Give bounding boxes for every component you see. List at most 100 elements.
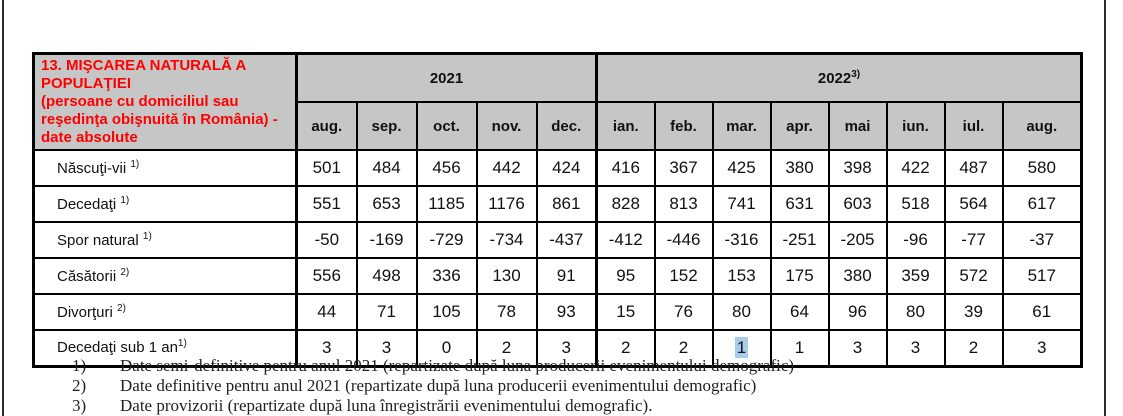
table-cell: 367 bbox=[653, 149, 714, 187]
footnote-text: Date semi-definitive pentru anul 2021 (r… bbox=[120, 356, 795, 375]
table-cell: -729 bbox=[415, 221, 478, 259]
month-header-row: aug. sep. oct. nov. dec. ian. feb. mar. apr. mai i… bbox=[34, 101, 1083, 151]
table-cell: 2 bbox=[475, 329, 538, 367]
month-header: nov. bbox=[475, 101, 538, 151]
table-cell: -251 bbox=[769, 221, 830, 259]
table-cell: -437 bbox=[535, 221, 598, 259]
month-header: iun. bbox=[885, 101, 946, 151]
row-label: Născuţi-vii 1) bbox=[32, 149, 298, 187]
table-cell: 1185 bbox=[415, 185, 478, 223]
table-cell: 603 bbox=[827, 185, 888, 223]
table-row: Divorţuri 2) 44 71 105 78 93 15 76 80 64 96 80 39 61 bbox=[32, 293, 1083, 331]
table-cell: 93 bbox=[535, 293, 598, 331]
month-header: iul. bbox=[943, 101, 1004, 151]
table-row: Născuţi-vii 1) 501 484 456 442 424 416 367 425 38… bbox=[32, 149, 1083, 187]
table-cell: 422 bbox=[885, 149, 946, 187]
footnote-marker: 2) bbox=[120, 266, 130, 278]
table-cell: 556 bbox=[295, 257, 358, 295]
month-header: dec. bbox=[535, 101, 598, 151]
footnote-marker: 1) bbox=[177, 338, 187, 350]
footnote-number: 1) bbox=[72, 356, 87, 375]
row-label: Divorţuri 2) bbox=[32, 293, 298, 331]
table-row: Căsătorii 2) 556 498 336 130 91 95 152 153 175 380… bbox=[32, 257, 1083, 295]
page-border-left bbox=[2, 0, 4, 416]
table-cell: 3 bbox=[885, 329, 946, 367]
table-cell: 80 bbox=[885, 293, 946, 331]
table-cell: -205 bbox=[827, 221, 888, 259]
table-row: Decedaţi 1) 551 653 1185 1176 861 828 813 741 631… bbox=[32, 185, 1083, 223]
table-cell: -412 bbox=[595, 221, 656, 259]
table-cell: 484 bbox=[355, 149, 418, 187]
table-cell: 617 bbox=[1001, 185, 1083, 223]
table-cell: 3 bbox=[535, 329, 598, 367]
footnote-item: 3) Date provizorii (repartizate după luna… bbox=[72, 396, 794, 416]
table-cell: 2 bbox=[595, 329, 656, 367]
table-cell: 80 bbox=[711, 293, 772, 331]
table-cell: 416 bbox=[595, 149, 656, 187]
table-cell: 380 bbox=[827, 257, 888, 295]
table-title-line1: 13. MIŞCAREA NATURALĂ A POPULAŢIEI bbox=[41, 57, 246, 92]
footnote-marker: 1) bbox=[130, 158, 140, 170]
table-cell: -77 bbox=[943, 221, 1004, 259]
footnote-number: 2) bbox=[72, 376, 87, 395]
month-header: apr. bbox=[769, 101, 830, 151]
table-cell: 0 bbox=[415, 329, 478, 367]
year-2022-label: 2022 bbox=[817, 69, 852, 87]
table-cell: 564 bbox=[943, 185, 1004, 223]
table-cell: 91 bbox=[535, 257, 598, 295]
table-cell: 1 bbox=[769, 329, 830, 367]
table-cell: 152 bbox=[653, 257, 714, 295]
table-cell: -169 bbox=[355, 221, 418, 259]
month-header: mar. bbox=[711, 101, 772, 151]
year-2021-header: 2021 bbox=[295, 52, 598, 104]
table-cell: -734 bbox=[475, 221, 538, 259]
year-2021-label: 2021 bbox=[429, 69, 464, 87]
table-cell: 1176 bbox=[475, 185, 538, 223]
month-header: aug. bbox=[295, 101, 358, 151]
year-header-row: 13. MIŞCAREA NATURALĂ A POPULAŢIEI (pers… bbox=[32, 52, 1083, 151]
table-cell: -316 bbox=[711, 221, 772, 259]
table-cell: 3 bbox=[295, 329, 358, 367]
month-header: sep. bbox=[355, 101, 418, 151]
footnote-text: Date provizorii (repartizate după luna î… bbox=[120, 396, 653, 415]
row-label: Decedaţi sub 1 an1) bbox=[32, 329, 298, 367]
table-cell: 653 bbox=[355, 185, 418, 223]
table-title-line2: (persoane cu domiciliul sau reşedinţa ob… bbox=[41, 93, 278, 146]
table-cell: 3 bbox=[355, 329, 418, 367]
year-2022-note: 3) bbox=[851, 68, 861, 80]
month-header: ian. bbox=[595, 101, 656, 151]
table-cell: 61 bbox=[1001, 293, 1083, 331]
table-cell: 1 bbox=[711, 329, 772, 367]
selected-text: 1 bbox=[734, 336, 749, 358]
table-cell: 861 bbox=[535, 185, 598, 223]
footnote-number: 3) bbox=[72, 396, 87, 415]
table-cell: 78 bbox=[475, 293, 538, 331]
table-cell: 3 bbox=[827, 329, 888, 367]
footnote-marker: 1) bbox=[142, 230, 152, 242]
table-cell: 580 bbox=[1001, 149, 1083, 187]
year-2022-header: 20223) bbox=[595, 52, 1083, 104]
table-cell: 359 bbox=[885, 257, 946, 295]
footnote-item: 2) Date definitive pentru anul 2021 (repa… bbox=[72, 376, 794, 396]
month-header: aug. bbox=[1001, 101, 1083, 151]
table-cell: 424 bbox=[535, 149, 598, 187]
table-cell: 130 bbox=[475, 257, 538, 295]
month-header: oct. bbox=[415, 101, 478, 151]
table-cell: 76 bbox=[653, 293, 714, 331]
table-cell: -446 bbox=[653, 221, 714, 259]
table-cell: 2 bbox=[943, 329, 1004, 367]
page-border-right bbox=[1104, 0, 1106, 416]
table-cell: 2 bbox=[653, 329, 714, 367]
table-cell: 44 bbox=[295, 293, 358, 331]
row-label: Spor natural 1) bbox=[32, 221, 298, 259]
table-cell: 813 bbox=[653, 185, 714, 223]
footnote-text: Date definitive pentru anul 2021 (repart… bbox=[120, 376, 757, 395]
footnote-marker: 2) bbox=[117, 302, 126, 314]
table-cell: 456 bbox=[415, 149, 478, 187]
table-cell: 15 bbox=[595, 293, 656, 331]
table-cell: -37 bbox=[1001, 221, 1083, 259]
table-row: Decedaţi sub 1 an1) 3 3 0 2 3 2 2 1 1 3 3 2 3 bbox=[32, 329, 1083, 367]
table-cell: 518 bbox=[885, 185, 946, 223]
table-cell: 442 bbox=[475, 149, 538, 187]
